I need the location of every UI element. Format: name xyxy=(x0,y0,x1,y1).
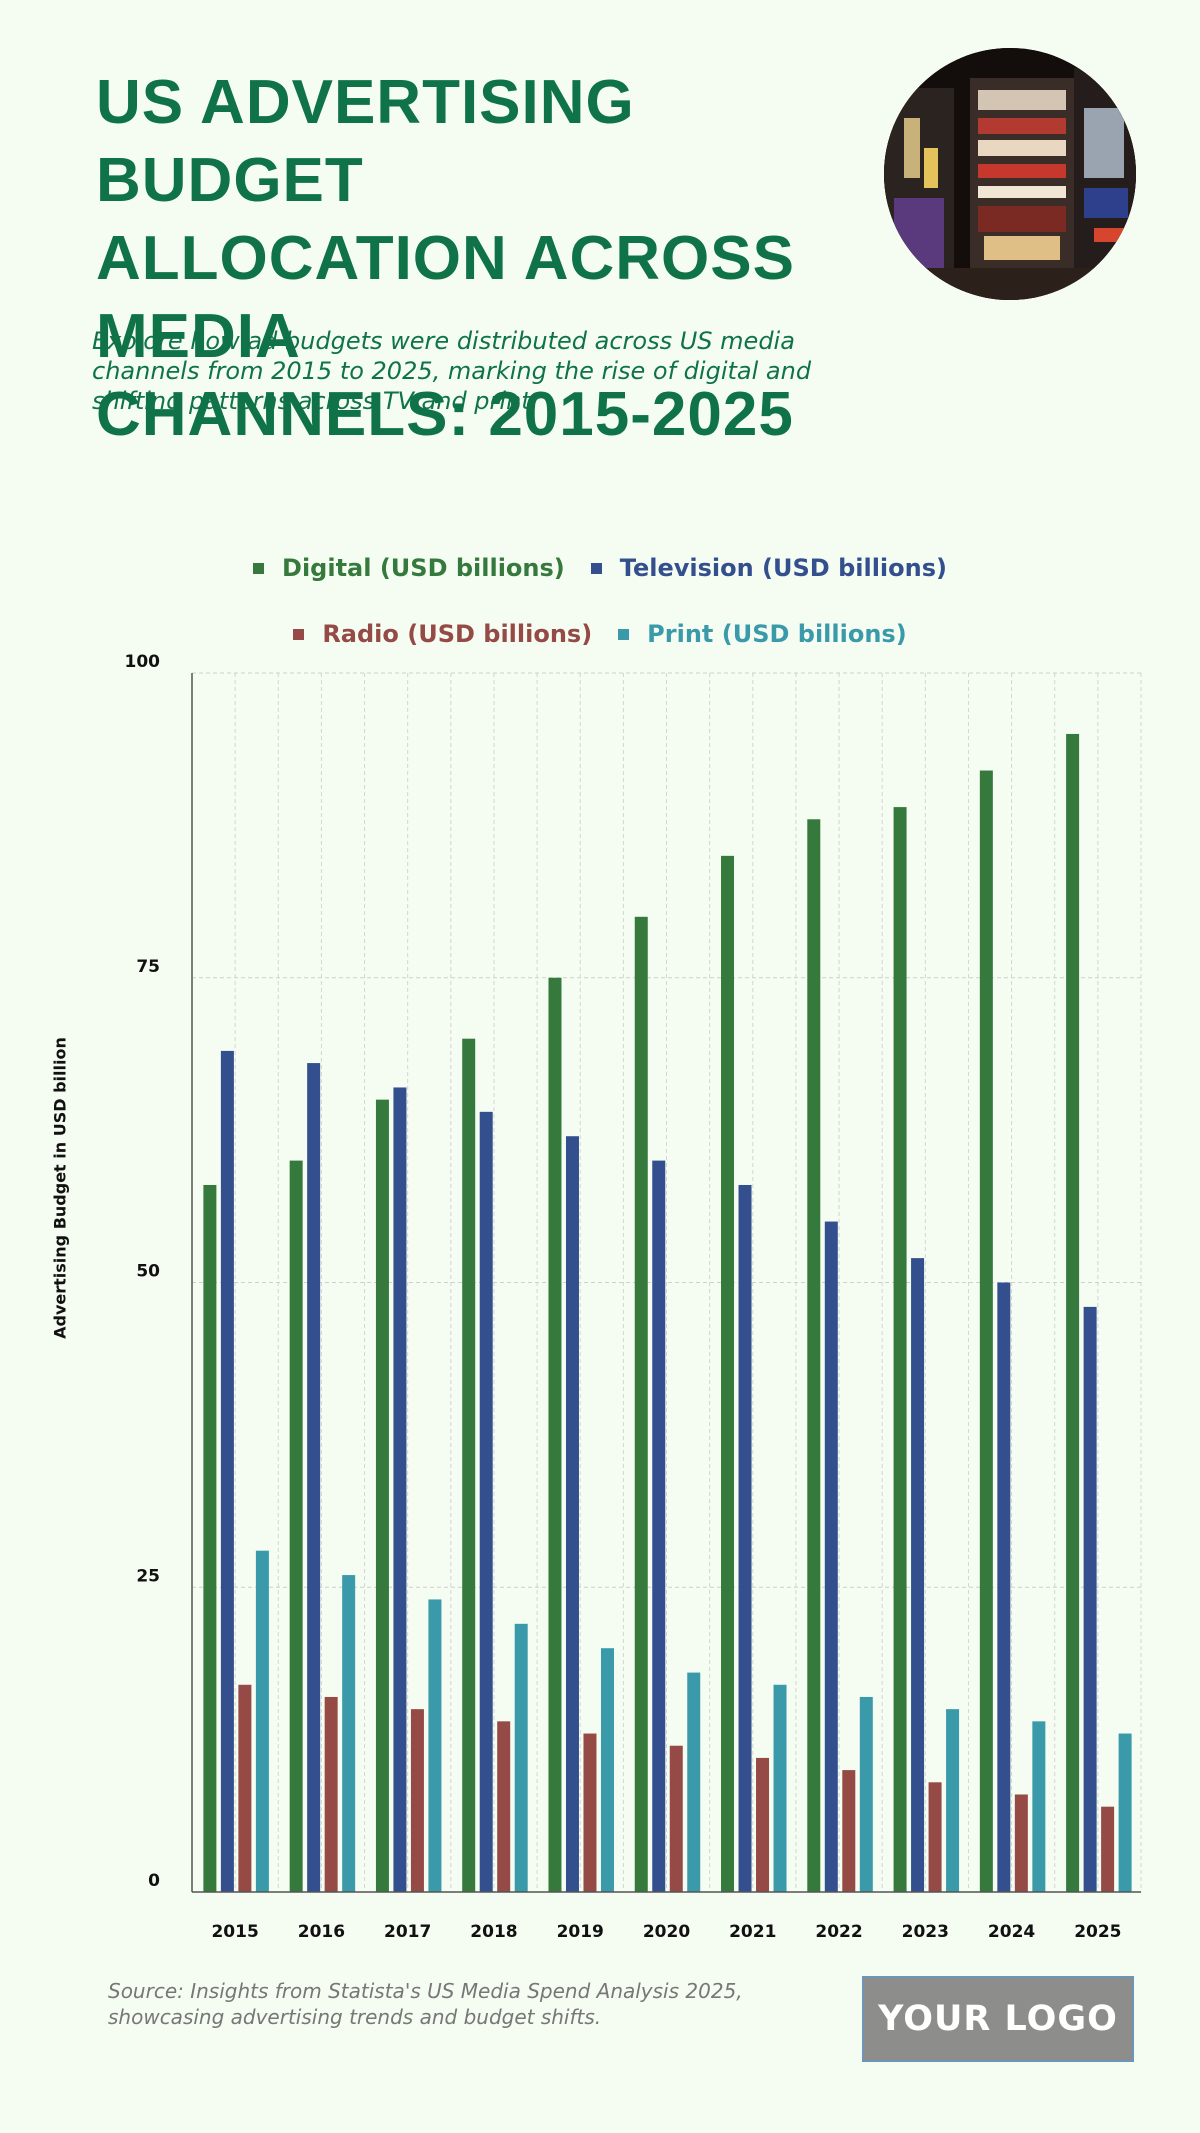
bar-2020-series-4 xyxy=(687,1672,701,1892)
x-tick-label-2025: 2025 xyxy=(1074,1922,1121,1942)
bar-2021-series-4 xyxy=(773,1684,787,1892)
bar-2016-series-4 xyxy=(342,1575,356,1892)
bar-2023-series-4 xyxy=(946,1709,960,1892)
bar-2023-series-1 xyxy=(893,807,907,1892)
bar-2024-series-4 xyxy=(1032,1721,1046,1892)
x-tick-label-2020: 2020 xyxy=(643,1922,690,1942)
bar-2022-series-2 xyxy=(824,1221,838,1892)
bar-chart: 0 25 50 75 100 2015 2016 2017 2018 2019 2020 2021 20… xyxy=(125,652,1142,1942)
x-tick-label-2022: 2022 xyxy=(815,1922,862,1942)
source-note: Source: Insights from Statista's US Medi… xyxy=(108,1978,808,2030)
subtitle-line-1: Explore how ad budgets were distributed … xyxy=(92,327,795,355)
bar-2022-series-4 xyxy=(859,1696,873,1892)
bar-2022-series-3 xyxy=(842,1770,856,1892)
bar-2019-series-1 xyxy=(548,977,562,1892)
bar-2021-series-3 xyxy=(756,1757,770,1892)
legend-swatch-3 xyxy=(293,628,305,640)
x-tick-label-2015: 2015 xyxy=(211,1922,258,1942)
title-line-2: ALLOCATION ACROSS MEDIA xyxy=(96,224,795,371)
bar-2024-series-3 xyxy=(1014,1794,1028,1892)
bar-2024-series-1 xyxy=(979,770,993,1892)
x-tick-label-2018: 2018 xyxy=(470,1922,517,1942)
bar-2020-series-3 xyxy=(669,1745,683,1892)
bar-2020-series-2 xyxy=(652,1160,666,1892)
bar-2018-series-4 xyxy=(514,1623,528,1892)
source-line-1: Source: Insights from Statista's US Medi… xyxy=(108,1979,743,2003)
bar-2017-series-4 xyxy=(428,1599,442,1892)
legend-swatch-2 xyxy=(590,562,602,574)
bar-2025-series-3 xyxy=(1101,1806,1115,1892)
bar-2016-series-3 xyxy=(324,1696,338,1892)
x-tick-label-2019: 2019 xyxy=(557,1922,604,1942)
legend-item-2: Television (USD billions) xyxy=(590,548,947,588)
bar-2019-series-2 xyxy=(565,1136,579,1892)
bar-2015-series-3 xyxy=(238,1684,252,1892)
bar-2024-series-2 xyxy=(997,1282,1011,1892)
bar-2022-series-1 xyxy=(807,819,821,1892)
legend-swatch-4 xyxy=(618,628,630,640)
subtitle-line-2: channels from 2015 to 2025, marking the … xyxy=(92,357,812,385)
bar-2020-series-1 xyxy=(634,916,648,1892)
bar-2016-series-2 xyxy=(307,1063,321,1892)
title-line-1: US ADVERTISING BUDGET xyxy=(96,68,635,215)
bar-2025-series-1 xyxy=(1066,733,1080,1893)
legend-item-4: Print (USD billions) xyxy=(618,614,907,654)
y-tick-label-2: 50 xyxy=(136,1262,160,1282)
x-tick-label-2024: 2024 xyxy=(988,1922,1035,1942)
legend-swatch-1 xyxy=(253,562,265,574)
y-tick-label-1: 25 xyxy=(136,1566,160,1586)
bar-2018-series-1 xyxy=(462,1038,476,1892)
y-tick-label-3: 75 xyxy=(136,957,160,977)
x-tick-label-2021: 2021 xyxy=(729,1922,776,1942)
bar-2021-series-1 xyxy=(721,855,735,1892)
legend-label-1: Digital (USD billions) xyxy=(282,554,565,582)
bar-2017-series-1 xyxy=(375,1099,389,1892)
legend-label-4: Print (USD billions) xyxy=(647,620,907,648)
bar-2018-series-3 xyxy=(497,1721,511,1892)
legend-item-3: Radio (USD billions) xyxy=(293,614,592,654)
legend-item-1: Digital (USD billions) xyxy=(253,548,565,588)
chart-legend: Digital (USD billions) Television (USD bi… xyxy=(120,548,1080,654)
logo-placeholder: YOUR LOGO xyxy=(862,1976,1134,2062)
bar-2015-series-1 xyxy=(203,1184,217,1892)
y-tick-label-0: 0 xyxy=(148,1871,160,1891)
title-line-3: CHANNELS: 2015-2025 xyxy=(96,380,794,449)
chart-subtitle: Explore how ad budgets were distributed … xyxy=(92,326,852,416)
bar-2015-series-4 xyxy=(255,1550,269,1892)
bar-2019-series-3 xyxy=(583,1733,597,1892)
x-tick-label-2023: 2023 xyxy=(902,1922,949,1942)
bar-2016-series-1 xyxy=(289,1160,303,1892)
bar-2019-series-4 xyxy=(600,1648,614,1892)
bar-2015-series-2 xyxy=(220,1050,234,1892)
bar-2021-series-2 xyxy=(738,1184,752,1892)
legend-label-2: Television (USD billions) xyxy=(619,554,947,582)
bar-2023-series-2 xyxy=(911,1258,925,1892)
x-tick-label-2016: 2016 xyxy=(298,1922,345,1942)
bar-2017-series-2 xyxy=(393,1087,407,1892)
x-tick-label-2017: 2017 xyxy=(384,1922,431,1942)
source-line-2: showcasing advertising trends and budget… xyxy=(108,2005,602,2029)
chart-title: US ADVERTISING BUDGET ALLOCATION ACROSS … xyxy=(96,64,856,454)
bar-2017-series-3 xyxy=(410,1709,424,1892)
bar-2025-series-2 xyxy=(1083,1306,1097,1892)
bar-2018-series-2 xyxy=(479,1111,493,1892)
subtitle-line-3: shifting patterns across TV and print. xyxy=(92,387,539,415)
bar-2023-series-3 xyxy=(928,1782,942,1892)
bar-2025-series-4 xyxy=(1118,1733,1132,1892)
y-tick-label-4: 100 xyxy=(125,652,161,672)
legend-label-3: Radio (USD billions) xyxy=(322,620,593,648)
